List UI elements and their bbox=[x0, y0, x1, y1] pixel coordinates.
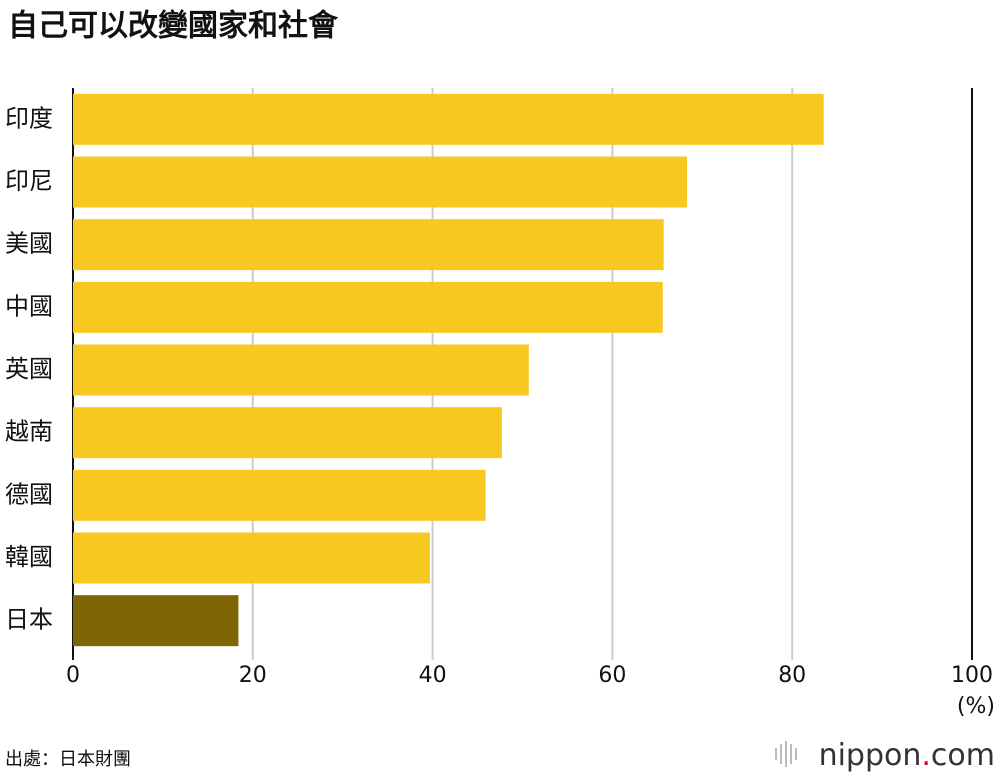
bar bbox=[73, 281, 663, 333]
y-tick-label: 印度 bbox=[5, 104, 53, 132]
bar bbox=[73, 156, 688, 208]
y-tick-label: 印尼 bbox=[5, 167, 53, 195]
x-tick-label: 100 bbox=[951, 663, 993, 688]
y-tick-label: 德國 bbox=[5, 480, 53, 508]
chart-title: 自己可以改變國家和社會 bbox=[8, 9, 339, 44]
x-tick-label: 20 bbox=[239, 663, 267, 688]
bar bbox=[73, 344, 529, 396]
y-tick-label: 英國 bbox=[5, 355, 53, 383]
bar bbox=[73, 93, 824, 145]
x-tick-label: 60 bbox=[598, 663, 626, 688]
bar bbox=[73, 469, 486, 521]
logo-part: . bbox=[921, 738, 931, 773]
bar bbox=[73, 407, 502, 459]
logo: nippon.com bbox=[819, 738, 995, 773]
logo-icon bbox=[775, 741, 797, 767]
y-tick-label: 韓國 bbox=[5, 543, 53, 571]
x-tick-label: 40 bbox=[419, 663, 447, 688]
y-tick-label: 美國 bbox=[5, 230, 53, 258]
x-tick-label: 80 bbox=[778, 663, 806, 688]
y-tick-label: 越南 bbox=[5, 418, 53, 446]
logo-part: nippon bbox=[819, 738, 922, 773]
x-tick-label: 0 bbox=[66, 663, 80, 688]
bar bbox=[73, 595, 239, 647]
unit-label: (%) bbox=[957, 694, 995, 719]
bar bbox=[73, 219, 664, 271]
y-tick-label: 中國 bbox=[5, 292, 53, 320]
source: 出處：日本財團 bbox=[5, 749, 131, 770]
y-tick-label: 日本 bbox=[5, 606, 53, 634]
bar bbox=[73, 532, 430, 584]
logo-part: com bbox=[931, 738, 995, 773]
